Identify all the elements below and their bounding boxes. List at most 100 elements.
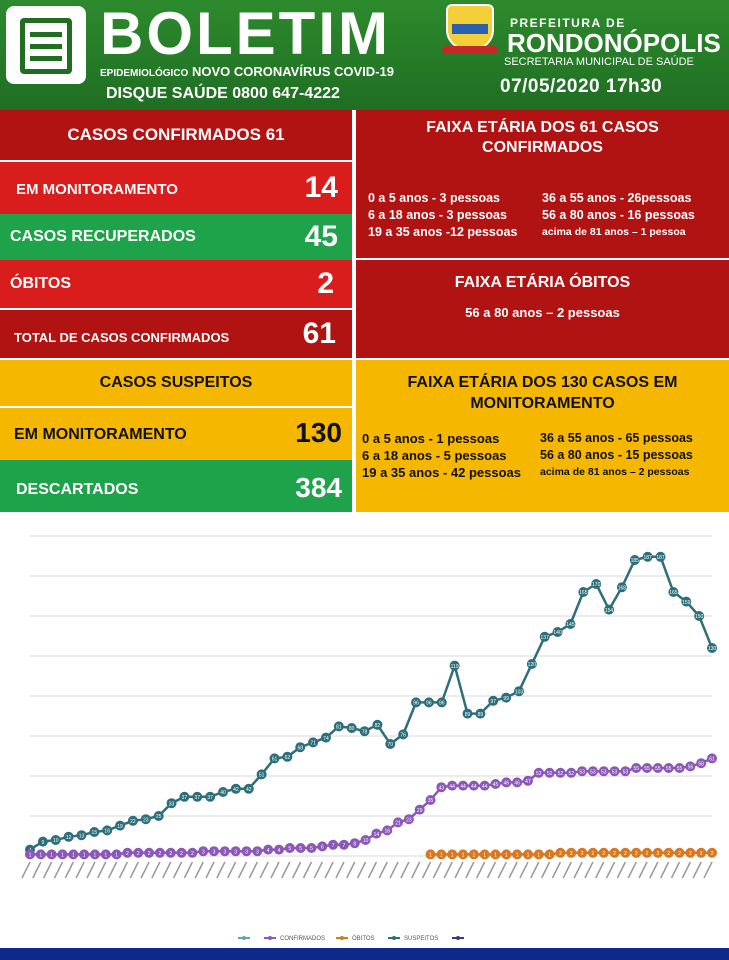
data-point: [533, 849, 544, 860]
data-point: [25, 849, 35, 860]
age-confirmed-right: 36 a 55 anos - 26pessoas 56 a 80 anos - 1…: [542, 191, 695, 238]
footer-bar: [0, 948, 729, 960]
data-point: [577, 766, 588, 777]
data-label: 165: [669, 590, 678, 596]
x-tick: [389, 861, 399, 879]
age-deaths-box: FAIXA ETÁRIA ÓBITOS 56 a 80 anos – 2 pes…: [356, 260, 729, 358]
data-point: [616, 582, 627, 593]
x-tick: [573, 861, 583, 879]
data-label: 145: [566, 622, 575, 628]
data-point: [76, 830, 87, 841]
data-label: 2: [191, 851, 194, 857]
data-point: [490, 849, 501, 860]
data-label: 44: [449, 784, 455, 790]
data-point: [552, 627, 563, 637]
data-label: 96: [439, 701, 445, 707]
x-tick: [454, 861, 464, 879]
legend-marker: [456, 936, 460, 940]
data-point: [89, 827, 100, 837]
data-label: 80: [349, 726, 355, 732]
data-point: [526, 659, 537, 669]
data-point: [403, 814, 414, 825]
data-label: 81: [336, 725, 342, 731]
data-point: [153, 811, 164, 821]
series-line-2: [29, 555, 714, 851]
data-point: [436, 697, 447, 708]
confirmed-title: CASOS CONFIRMADOS 61: [67, 125, 285, 144]
data-label: 165: [579, 590, 588, 596]
age-deaths-title: FAIXA ETÁRIA ÓBITOS: [454, 274, 631, 291]
data-label: 47: [525, 779, 531, 785]
x-tick: [367, 861, 378, 879]
secretaria-label: SECRETARIA MUNICIPAL DE SAÚDE: [504, 56, 694, 68]
x-tick: [129, 861, 139, 879]
discarded-value: 384: [295, 472, 342, 503]
age-confirmed-title: FAIXA ETÁRIA DOS 61 CASOS CONFIRMADOS: [426, 119, 659, 156]
data-point: [652, 847, 663, 858]
x-tick: [32, 861, 42, 879]
x-tick: [508, 861, 518, 879]
x-tick: [411, 861, 421, 879]
x-tick: [595, 861, 605, 879]
data-point: [166, 798, 177, 809]
data-label: 40: [220, 790, 226, 796]
data-point: [696, 847, 707, 858]
data-point: [512, 777, 523, 788]
x-tick: [162, 861, 172, 879]
data-label: 1: [548, 853, 551, 859]
data-label: 2: [169, 851, 172, 857]
data-point: [488, 695, 499, 706]
legend-marker: [268, 936, 272, 940]
cases-line-chart: 4910121315161922232533373737404242516162…: [21, 535, 717, 942]
x-tick: [497, 861, 507, 879]
data-label: 137: [541, 635, 550, 641]
x-tick: [302, 861, 313, 879]
x-tick: [42, 861, 53, 879]
data-label: 1: [39, 853, 42, 859]
data-point: [631, 763, 642, 773]
chart-panel: 4910121315161922232533373737404242516162…: [0, 516, 729, 960]
x-tick: [432, 861, 443, 879]
x-tick: [324, 861, 334, 879]
deaths-label: ÓBITOS: [10, 275, 72, 292]
data-label: 2: [159, 851, 162, 857]
data-point: [411, 697, 422, 708]
data-point: [133, 847, 144, 858]
data-label: 89: [478, 712, 484, 718]
data-label: 168: [618, 585, 627, 591]
x-tick: [259, 861, 269, 879]
data-point: [218, 787, 229, 797]
data-label: 150: [695, 614, 704, 620]
deaths-row: ÓBITOS 2: [0, 260, 352, 308]
data-label: 71: [310, 741, 316, 747]
data-label: 74: [323, 736, 329, 742]
data-point: [501, 692, 512, 703]
data-point: [642, 847, 653, 858]
data-label: 2: [581, 851, 584, 857]
data-label: 53: [612, 769, 618, 775]
data-point: [338, 839, 349, 850]
data-label: 1: [104, 853, 107, 859]
total-row: TOTAL DE CASOS CONFIRMADOS 61: [0, 310, 352, 358]
confirmed-title-box: CASOS CONFIRMADOS 61: [0, 110, 352, 160]
x-tick: [205, 861, 215, 879]
data-label: 1: [527, 853, 530, 859]
data-label: 1: [429, 853, 432, 859]
data-label: 3: [213, 849, 216, 855]
age-confirmed-box: FAIXA ETÁRIA DOS 61 CASOS CONFIRMADOS 0 …: [356, 110, 729, 258]
data-point: [587, 847, 598, 858]
data-point: [295, 742, 306, 753]
x-tick: [519, 861, 529, 879]
data-point: [198, 846, 209, 857]
data-point: [668, 587, 679, 597]
data-label: 29: [417, 808, 423, 814]
data-point: [306, 843, 317, 853]
data-label: 52: [547, 771, 553, 777]
data-label: 3: [256, 849, 259, 855]
data-label: 159: [682, 600, 691, 606]
data-point: [522, 849, 533, 860]
header-banner: BOLETIM EPIDEMIOLÓGICO NOVO CORONAVÍRUS …: [0, 0, 729, 110]
data-label: 1: [50, 853, 53, 859]
data-point: [642, 551, 653, 562]
data-label: 55: [666, 766, 672, 772]
